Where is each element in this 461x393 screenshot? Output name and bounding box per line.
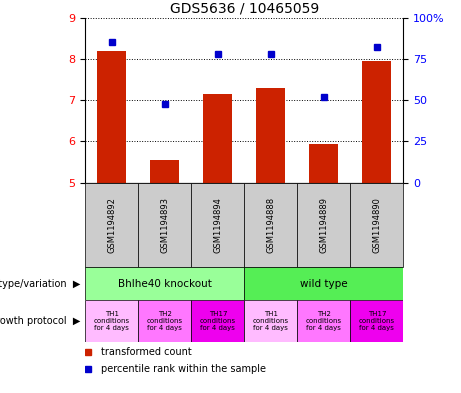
Bar	[297, 183, 350, 267]
Bar	[85, 183, 138, 267]
Text: genotype/variation  ▶: genotype/variation ▶	[0, 279, 81, 288]
Text: Bhlhe40 knockout: Bhlhe40 knockout	[118, 279, 212, 288]
Text: TH17
conditions
for 4 days: TH17 conditions for 4 days	[359, 311, 395, 331]
Bar	[297, 300, 350, 342]
Bar	[309, 143, 338, 183]
Text: GSM1194892: GSM1194892	[107, 197, 116, 253]
Text: TH1
conditions
for 4 days: TH1 conditions for 4 days	[94, 311, 130, 331]
Bar	[362, 61, 391, 183]
Bar	[191, 300, 244, 342]
Bar	[244, 183, 297, 267]
Bar	[244, 300, 297, 342]
Title: GDS5636 / 10465059: GDS5636 / 10465059	[170, 1, 319, 15]
Text: GSM1194894: GSM1194894	[213, 197, 222, 253]
Text: percentile rank within the sample: percentile rank within the sample	[101, 364, 266, 374]
Bar	[150, 160, 179, 183]
Bar	[203, 94, 232, 183]
Bar	[256, 88, 285, 183]
Bar	[350, 300, 403, 342]
Text: TH2
conditions
for 4 days: TH2 conditions for 4 days	[306, 311, 342, 331]
Text: GSM1194890: GSM1194890	[372, 197, 381, 253]
Bar	[97, 51, 126, 183]
Bar	[85, 267, 244, 300]
Bar	[138, 183, 191, 267]
Text: growth protocol  ▶: growth protocol ▶	[0, 316, 81, 326]
Text: wild type: wild type	[300, 279, 348, 288]
Bar	[350, 183, 403, 267]
Bar	[191, 183, 244, 267]
Text: GSM1194893: GSM1194893	[160, 197, 169, 253]
Text: TH2
conditions
for 4 days: TH2 conditions for 4 days	[147, 311, 183, 331]
Text: GSM1194888: GSM1194888	[266, 197, 275, 253]
Bar	[138, 300, 191, 342]
Text: TH17
conditions
for 4 days: TH17 conditions for 4 days	[200, 311, 236, 331]
Bar	[85, 300, 138, 342]
Text: GSM1194889: GSM1194889	[319, 197, 328, 253]
Text: TH1
conditions
for 4 days: TH1 conditions for 4 days	[253, 311, 289, 331]
Bar	[244, 267, 403, 300]
Text: transformed count: transformed count	[101, 347, 192, 357]
